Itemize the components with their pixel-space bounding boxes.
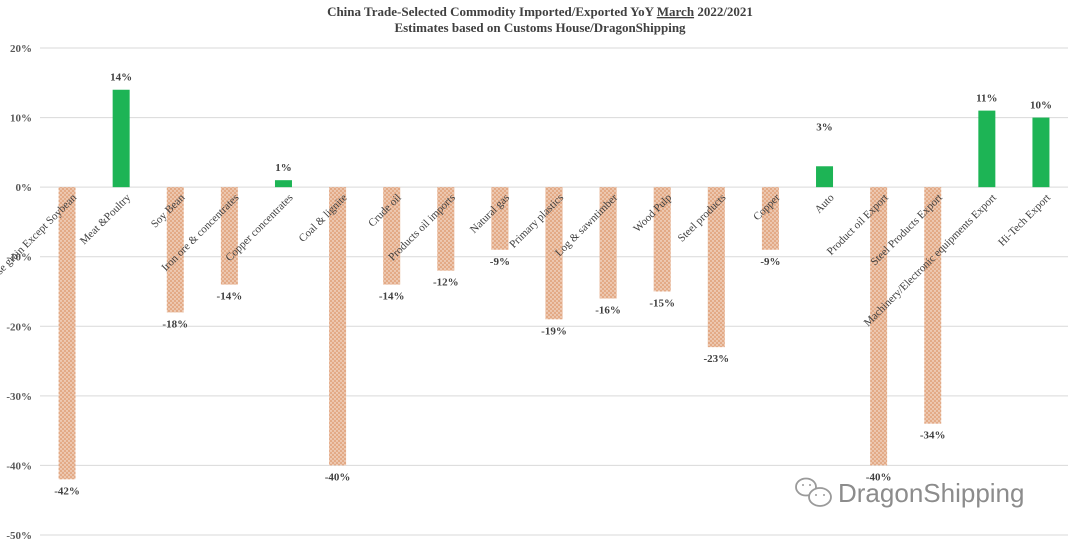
bar (924, 187, 942, 424)
bar (978, 110, 996, 188)
data-label: -40% (866, 471, 892, 483)
y-tick-label: 20% (10, 43, 32, 55)
bar (58, 187, 76, 480)
bar (383, 187, 401, 285)
y-tick-label: -10% (6, 252, 32, 264)
bar (1032, 117, 1050, 188)
data-label: -42% (54, 485, 80, 497)
bar (166, 187, 184, 313)
data-label: -15% (649, 298, 675, 310)
y-tick-label: 0% (16, 182, 33, 194)
data-label: -9% (490, 256, 510, 268)
bar (761, 187, 779, 250)
data-label: 14% (110, 72, 132, 84)
bar (653, 187, 671, 292)
data-label: -40% (325, 471, 351, 483)
data-label: 11% (976, 93, 997, 105)
data-label: -16% (595, 304, 621, 316)
data-label: 1% (275, 162, 292, 174)
bar (220, 187, 238, 285)
bar (329, 187, 347, 466)
category-label: Hi-Tech Export (996, 192, 1053, 249)
category-label: Auto (813, 191, 837, 215)
bar (816, 166, 834, 188)
data-label: 3% (816, 121, 833, 133)
category-label: Meat &Poultry (78, 191, 134, 247)
data-label: 10% (1030, 100, 1052, 112)
bar (112, 89, 130, 188)
data-label: -23% (703, 353, 729, 365)
watermark: DragonShipping (795, 477, 1024, 508)
bar (870, 187, 888, 466)
data-labels: -42% 14% -18% -14% 1% -40% -14% -12% -9% -19% -16%… (54, 72, 1052, 498)
y-tick-label: -40% (6, 460, 32, 472)
y-axis: 20% 10% 0% -10% -20% -30% -40% -50% (6, 43, 32, 542)
y-tick-label: -20% (6, 321, 32, 333)
data-label: -34% (920, 430, 946, 442)
y-tick-label: -30% (6, 391, 32, 403)
wechat-icon (795, 477, 832, 507)
data-label: -12% (433, 277, 459, 289)
chart-subtitle: Estimates based on Customs House/DragonS… (394, 20, 686, 35)
data-label: -14% (217, 291, 243, 303)
bars (58, 89, 1050, 480)
y-tick-label: 10% (10, 113, 32, 125)
data-label: -19% (541, 325, 567, 337)
bar (491, 187, 509, 250)
bar (707, 187, 725, 348)
bar (274, 180, 292, 188)
bar (599, 187, 617, 299)
bar (437, 187, 455, 271)
data-label: -14% (379, 291, 405, 303)
data-label: -9% (760, 256, 780, 268)
chart-title: China Trade-Selected Commodity Imported/… (327, 4, 753, 19)
bar (545, 187, 563, 320)
data-label: -18% (162, 318, 188, 330)
y-tick-label: -50% (6, 530, 32, 542)
watermark-text: DragonShipping (838, 478, 1024, 508)
